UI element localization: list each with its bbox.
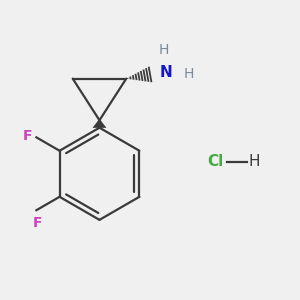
Polygon shape xyxy=(93,120,106,128)
Text: H: H xyxy=(184,67,194,81)
Text: F: F xyxy=(33,215,43,230)
Text: H: H xyxy=(158,44,169,57)
Text: H: H xyxy=(248,154,260,169)
Text: Cl: Cl xyxy=(207,154,224,169)
Text: F: F xyxy=(22,129,32,143)
Text: N: N xyxy=(160,65,173,80)
